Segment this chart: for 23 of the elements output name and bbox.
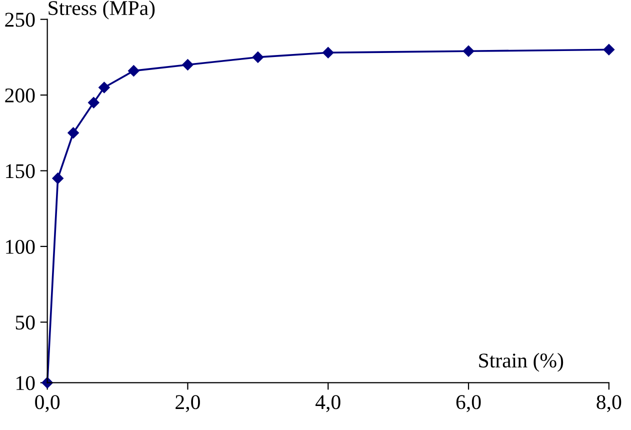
point [252, 52, 264, 63]
x-tick-label: 6,0 [456, 395, 481, 412]
x-tick-label: 4,0 [316, 395, 340, 412]
y-tick-label: 50 [16, 316, 35, 330]
y-tick-label: 250 [5, 12, 35, 27]
point [52, 172, 64, 184]
y-tick-label: 100 [6, 240, 35, 254]
y-tick-label: 150 [6, 164, 35, 178]
point [462, 46, 474, 57]
y-tick-label: 10 [16, 376, 35, 390]
point [128, 65, 140, 76]
y-axis-title: Stress (MPa) [48, 0, 155, 20]
x-axis-title: Strain (%) [479, 352, 564, 372]
point [88, 97, 100, 108]
point [603, 44, 615, 56]
point [322, 47, 334, 58]
point [98, 82, 110, 94]
x-tick-label: 2,0 [176, 395, 200, 412]
point [182, 59, 194, 70]
y-tick-label: 200 [5, 88, 35, 102]
x-tick-label: 0,0 [35, 395, 60, 412]
point [68, 127, 79, 138]
x-tick-label: 8,0 [596, 395, 622, 412]
